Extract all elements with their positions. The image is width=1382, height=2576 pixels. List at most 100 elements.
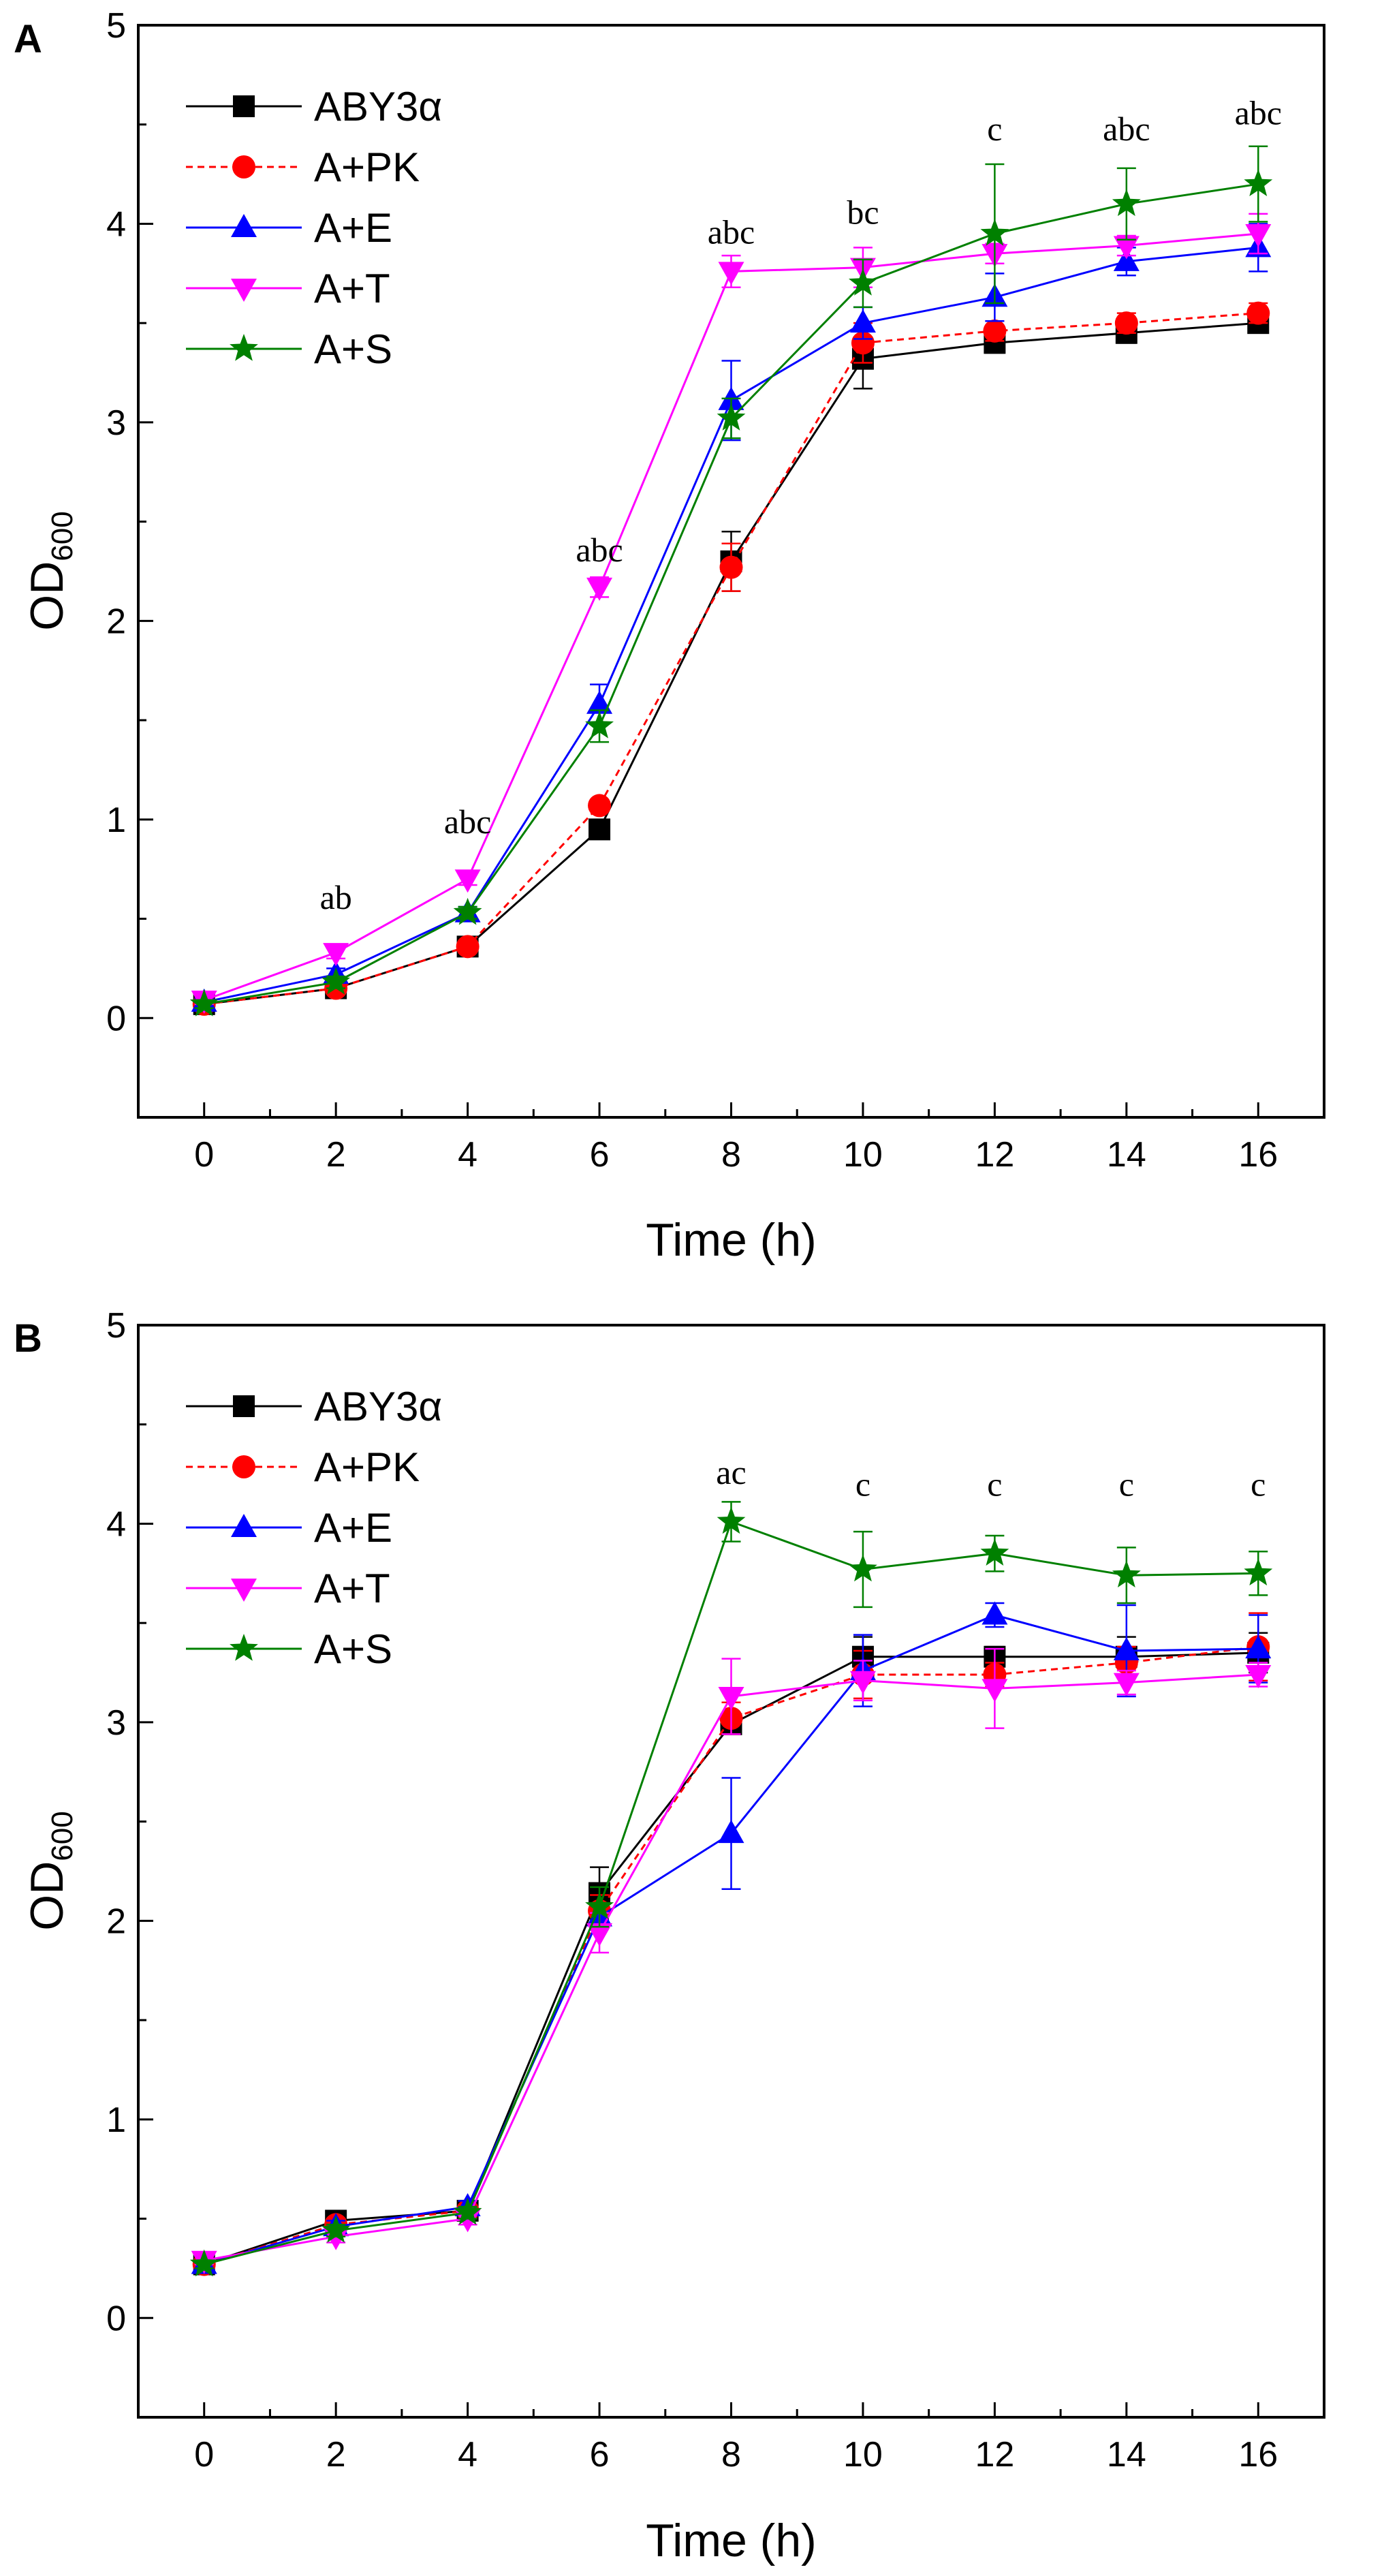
x-tick-label: 2 [326,2435,346,2474]
x-tick-label: 10 [843,1135,883,1175]
x-tick-label: 8 [721,1135,741,1175]
data-point [1113,236,1140,260]
x-tick-label: 10 [843,2435,883,2474]
data-point [453,897,482,925]
legend-marker [231,214,257,237]
legend-marker [233,1395,255,1417]
data-point [586,690,613,714]
significance-label: ac [716,1453,746,1491]
data-point [1112,1560,1141,1587]
y-tick-label: 2 [106,602,126,641]
data-point [1245,1635,1272,1659]
data-point [1245,224,1272,248]
significance-label: c [987,1465,1002,1504]
legend-marker [232,1455,255,1478]
legend-label: A+T [314,1566,390,1611]
legend-marker [231,1514,257,1537]
data-point [1113,1636,1140,1660]
data-point [1113,1673,1140,1696]
legend-label: A+E [314,205,392,251]
data-point [189,2249,219,2277]
data-point [1113,247,1140,271]
data-point [980,219,1009,246]
legend-marker [233,95,255,117]
y-axis: 0 1 2 3 4 5 OD600 [21,6,153,1119]
legend-label: ABY3α [314,84,442,129]
x-axis: 0 2 4 6 8 10 12 14 16 Time (h) [137,2402,1325,2566]
legend-marker [230,1634,258,1661]
panel-a-label: A [14,17,42,61]
legend-label: A+S [314,1626,392,1672]
x-tick-label: 6 [590,2435,610,2474]
x-tick-label: 2 [326,1135,346,1175]
data-point [456,935,480,959]
legend-label: A+S [314,326,392,372]
significance-label: abc [1235,94,1282,132]
data-point [323,943,349,967]
data-point [718,1687,744,1711]
y-tick-label: 5 [106,1306,126,1346]
x-tick-label: 0 [194,1135,214,1175]
data-point [189,989,219,1017]
data-point [1244,1558,1273,1586]
significance-label: c [855,1465,870,1504]
data-point [717,403,746,431]
data-point [718,262,744,285]
data-point [718,1820,744,1844]
series-A+S [189,1501,1273,2277]
data-point [1112,189,1141,217]
series-A+S [189,145,1273,1017]
data-point [1245,1664,1272,1688]
x-tick-label: 4 [458,2435,477,2474]
legend-label: ABY3α [314,1384,442,1429]
data-point [586,1923,613,1946]
data-point [321,967,351,995]
y-tick-label: 1 [106,2100,126,2140]
legend: ABY3α A+PK A+E A+T A+S [186,84,442,372]
x-axis: 0 2 4 6 8 10 12 14 16 Time (h) [137,1102,1325,1266]
significance-label: abc [1103,110,1150,148]
y-tick-label: 1 [106,801,126,840]
significance-label: abc [444,803,491,841]
significance-label: c [987,110,1002,148]
x-axis-title: Time (h) [646,2515,817,2566]
x-tick-label: 0 [194,2435,214,2474]
legend-marker [231,279,257,302]
x-axis-title: Time (h) [646,1214,817,1266]
legend-label: A+PK [314,144,420,190]
data-point [983,319,1007,343]
significance-label: abc [708,213,755,251]
x-tick-label: 6 [590,1135,610,1175]
y-tick-label: 0 [106,999,126,1038]
y-tick-label: 4 [106,204,126,244]
data-point [717,1506,746,1534]
significance-label: ab [320,878,352,916]
data-point [588,794,612,818]
data-point [849,1554,877,1582]
data-point [1246,301,1270,325]
data-point [454,869,481,893]
x-tick-label: 4 [458,1135,477,1175]
data-point [1244,169,1273,196]
data-point [849,1671,876,1694]
significance-label: c [1251,1465,1266,1504]
x-tick-label: 12 [975,1135,1014,1175]
data-point [981,1601,1008,1625]
legend-label: A+E [314,1505,392,1551]
y-tick-label: 0 [106,2299,126,2338]
y-tick-label: 3 [106,1703,126,1743]
x-tick-label: 14 [1107,2435,1146,2474]
x-tick-label: 8 [721,2435,741,2474]
x-tick-label: 12 [975,2435,1014,2474]
x-tick-label: 16 [1238,2435,1278,2474]
legend-marker [231,1579,257,1602]
y-tick-label: 5 [106,6,126,46]
data-point [719,555,743,579]
legend: ABY3α A+PK A+E A+T A+S [186,1384,442,1672]
panel-b-label: B [14,1316,42,1361]
data-point [980,1538,1009,1566]
significance-label: abc [576,531,623,569]
y-axis: 0 1 2 3 4 5 OD600 [21,1306,153,2419]
y-axis-title: OD600 [21,1811,79,1930]
